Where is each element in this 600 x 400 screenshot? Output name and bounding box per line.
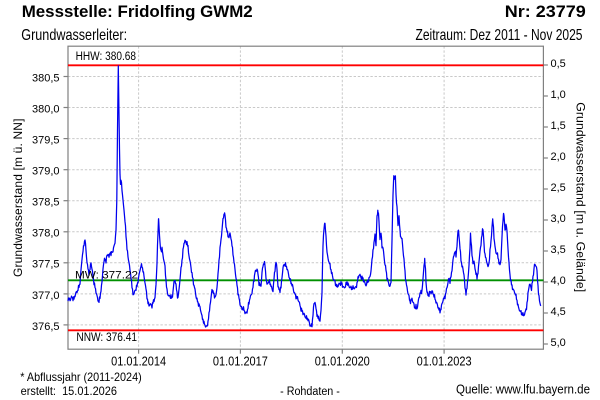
- svg-text:HHW: 380.68: HHW: 380.68: [76, 51, 136, 63]
- svg-text:376,5: 376,5: [32, 321, 60, 333]
- svg-text:Grundwasserstand [m ü. NN]: Grundwasserstand [m ü. NN]: [11, 119, 25, 277]
- svg-text:01.01.2014: 01.01.2014: [111, 355, 166, 369]
- svg-text:377,5: 377,5: [32, 259, 60, 271]
- svg-text:1,0: 1,0: [551, 89, 566, 101]
- svg-text:* Abflussjahr (2011-2024): * Abflussjahr (2011-2024): [20, 370, 141, 384]
- svg-text:380,5: 380,5: [32, 72, 60, 84]
- svg-text:3,0: 3,0: [551, 213, 566, 225]
- svg-text:- Rohdaten -: - Rohdaten -: [280, 386, 340, 398]
- svg-text:01.01.2023: 01.01.2023: [417, 355, 472, 369]
- svg-text:NNW: 376.41: NNW: 376.41: [76, 332, 137, 344]
- svg-text:379,0: 379,0: [32, 166, 60, 178]
- svg-text:2,5: 2,5: [551, 182, 566, 194]
- svg-text:378,5: 378,5: [32, 197, 60, 209]
- svg-text:4,5: 4,5: [551, 306, 566, 318]
- svg-text:Grundwasserleiter:: Grundwasserleiter:: [21, 27, 127, 44]
- svg-text:0,5: 0,5: [551, 58, 566, 70]
- svg-text:379,5: 379,5: [32, 135, 60, 147]
- svg-text:Quelle: www.lfu.bayern.de: Quelle: www.lfu.bayern.de: [456, 382, 590, 396]
- svg-text:Grundwasserstand [m u. Gelände: Grundwasserstand [m u. Gelände]: [574, 102, 588, 292]
- svg-text:Messstelle: Fridolfing GWM2: Messstelle: Fridolfing GWM2: [22, 2, 253, 21]
- svg-text:01.01.2020: 01.01.2020: [315, 355, 370, 369]
- svg-text:Nr: 23779: Nr: 23779: [505, 2, 586, 21]
- svg-text:380,0: 380,0: [32, 104, 60, 116]
- svg-text:01.01.2017: 01.01.2017: [213, 355, 268, 369]
- svg-text:3,5: 3,5: [551, 244, 566, 256]
- svg-text:MW: 377.22: MW: 377.22: [75, 269, 138, 281]
- svg-text:378,0: 378,0: [32, 228, 60, 240]
- svg-text:2,0: 2,0: [551, 151, 566, 163]
- svg-text:erstellt: 15.01.2026: erstellt: 15.01.2026: [21, 384, 118, 398]
- svg-text:377,0: 377,0: [32, 290, 60, 302]
- svg-text:1,5: 1,5: [551, 120, 566, 132]
- svg-text:5,0: 5,0: [551, 337, 566, 349]
- svg-text:4,0: 4,0: [551, 275, 566, 287]
- svg-text:Zeitraum: Dez 2011 - Nov 2025: Zeitraum: Dez 2011 - Nov 2025: [416, 27, 583, 44]
